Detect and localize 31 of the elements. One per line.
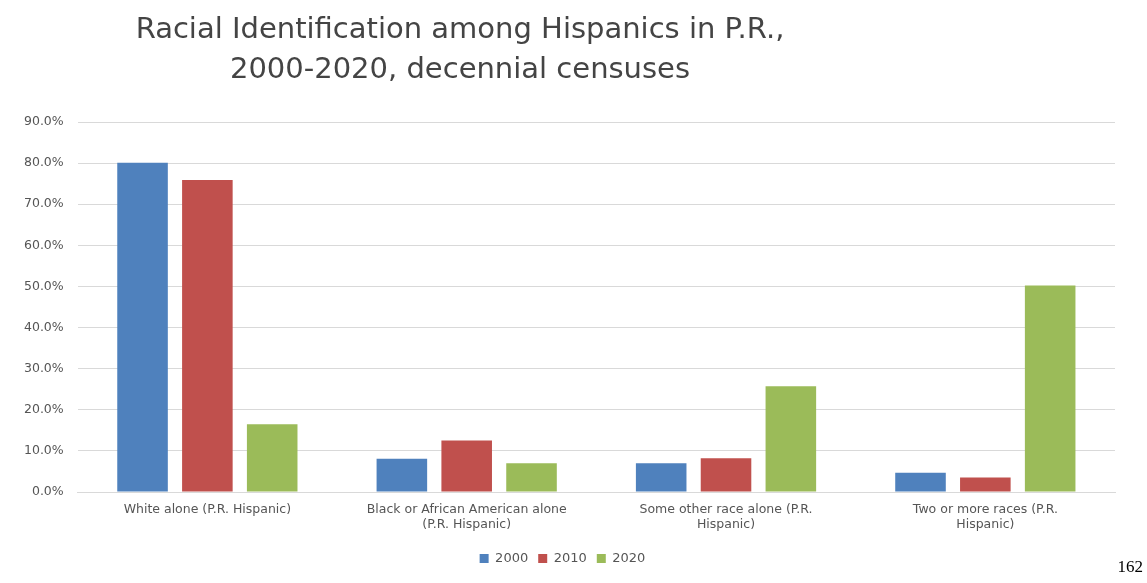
bar	[376, 458, 428, 492]
y-tick-label: 20.0%	[23, 401, 64, 417]
bar	[895, 472, 946, 492]
bar	[1024, 285, 1076, 492]
bar	[506, 463, 557, 492]
x-tick-label: White alone (P.R. Hispanic)	[123, 500, 292, 516]
bar	[765, 386, 817, 492]
legend-label: 2010	[553, 549, 587, 565]
y-tick-label: 10.0%	[23, 442, 64, 458]
bar	[441, 440, 492, 492]
bar	[960, 477, 1011, 492]
bar	[246, 424, 298, 492]
y-tick-label: 60.0%	[23, 236, 64, 252]
bar	[117, 162, 168, 492]
y-tick-label: 0.0%	[31, 483, 64, 499]
text: 162	[1117, 557, 1143, 577]
bar	[700, 458, 752, 492]
legend-label: 2000	[495, 549, 529, 565]
x-tick-label: Black or African American alone (P.R. Hispanic)	[366, 500, 567, 531]
y-tick-label: 80.0%	[23, 154, 64, 170]
y-tick-label: 30.0%	[23, 359, 64, 375]
chart-title: Racial Identification among Hispanics in P.R., 2000-2020, decennial censuses	[134, 10, 786, 87]
x-tick-label: Two or more races (P.R. Hispanic)	[911, 500, 1058, 531]
y-tick-label: 90.0%	[23, 113, 64, 129]
y-tick-label: 50.0%	[23, 277, 64, 293]
legend-label: 2020	[612, 549, 646, 565]
y-tick-label: 40.0%	[23, 318, 64, 334]
bar	[635, 463, 687, 492]
x-tick-label: Some other race alone (P.R. Hispanic)	[639, 500, 813, 531]
bar	[182, 179, 233, 492]
y-tick-label: 70.0%	[23, 195, 64, 211]
